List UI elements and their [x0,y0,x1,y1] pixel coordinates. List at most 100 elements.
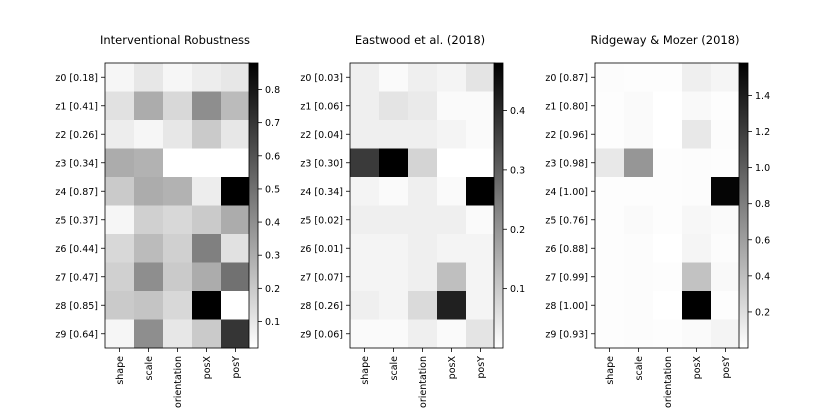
cell-z8-shape [350,291,380,320]
column-label: shape [360,356,371,385]
column-labels: shape scale orientation posX posY [360,348,487,408]
cell-z5-shape [105,205,135,235]
cell-z9-scale [134,319,164,349]
cell-z5-posX [192,205,222,235]
column-label: shape [115,356,126,385]
cell-z7-shape [350,262,380,292]
panel-ridgeway-mozer: Ridgeway & Mozer (2018) z0 [0.87] z1 [0.8… [545,33,770,408]
cell-z3-posX [682,148,712,178]
colorbar-tick-label: 0.6 [755,235,770,246]
cell-z1-shape [350,91,380,121]
row-label: z1 [0.06] [300,101,343,112]
cell-z6-shape [105,234,135,263]
row-label: z8 [0.26] [300,301,343,312]
cell-z1-posY [711,91,741,121]
cell-z9-orientation [408,319,438,349]
row-label: z5 [0.02] [300,215,343,226]
cell-z6-posY [221,234,251,263]
cell-z9-orientation [653,319,683,349]
cell-z1-scale [379,91,409,121]
row-label: z3 [0.98] [545,158,588,169]
row-labels: z0 [0.18] z1 [0.41] z2 [0.26] z3 [0.34] z4 [… [55,73,105,340]
cell-z0-shape [105,63,135,92]
cell-z2-posY [711,120,741,149]
cell-z7-posX [437,262,467,292]
cell-z8-posX [437,291,467,320]
cell-z5-posX [437,205,467,235]
colorbar-tick-label: 0.2 [265,284,280,295]
cell-z4-posY [221,177,251,206]
cell-z1-posX [192,91,222,121]
cell-z6-posX [192,234,222,263]
row-label: z7 [0.07] [300,272,343,283]
cell-z2-orientation [163,120,193,149]
panel-title: Eastwood et al. (2018) [355,33,485,47]
cell-z5-posY [466,205,496,235]
cell-z2-posY [221,120,251,149]
row-label: z0 [0.03] [300,73,343,84]
cell-z6-posY [466,234,496,263]
row-label: z2 [0.26] [55,130,98,141]
row-labels: z0 [0.87] z1 [0.80] z2 [0.96] z3 [0.98] z4 [… [545,73,595,340]
cell-z9-posX [192,319,222,349]
row-label: z8 [1.00] [545,301,588,312]
cell-z9-scale [624,319,654,349]
cell-z5-scale [379,205,409,235]
cell-z9-posX [437,319,467,349]
cell-z3-posY [466,148,496,178]
cell-z4-posX [192,177,222,206]
cell-z4-posY [466,177,496,206]
cell-z8-posX [682,291,712,320]
colorbar: 0.1 0.2 0.3 0.4 0.5 0.6 0.7 0.8 [248,62,280,349]
cell-z5-orientation [653,205,683,235]
row-label: z5 [0.37] [55,215,98,226]
cell-z5-scale [624,205,654,235]
cell-z9-scale [379,319,409,349]
cell-z1-posX [682,91,712,121]
colorbar-tick-label: 0.4 [265,218,280,229]
cell-z8-scale [379,291,409,320]
cell-z2-shape [350,120,380,149]
cell-z2-posX [682,120,712,149]
heatmap-cells [350,63,496,349]
cell-z6-scale [624,234,654,263]
colorbar-tick-label: 1.0 [755,163,770,174]
cell-z6-posX [437,234,467,263]
row-label: z3 [0.30] [300,158,343,169]
column-label: orientation [663,356,674,408]
cell-z2-posX [437,120,467,149]
cell-z6-shape [350,234,380,263]
cell-z5-posY [711,205,741,235]
colorbar-tick-label: 0.2 [510,225,525,236]
cell-z7-orientation [408,262,438,292]
cell-z0-scale [379,63,409,92]
cell-z9-shape [350,319,380,349]
cell-z6-posY [711,234,741,263]
colorbar-tick-label: 0.5 [265,184,280,195]
column-labels: shape scale orientation posX posY [115,348,242,408]
colorbar-tick-label: 1.2 [755,127,770,138]
cell-z0-posY [466,63,496,92]
cell-z9-orientation [163,319,193,349]
colorbar-tick-label: 0.8 [265,85,280,96]
cell-z1-orientation [163,91,193,121]
panel-title: Ridgeway & Mozer (2018) [590,33,739,47]
cell-z2-scale [379,120,409,149]
cell-z3-scale [624,148,654,178]
cell-z4-shape [595,177,625,206]
colorbar-tick-label: 0.1 [510,284,525,295]
cell-z5-posY [221,205,251,235]
cell-z8-shape [595,291,625,320]
cell-z2-shape [105,120,135,149]
cell-z4-posX [682,177,712,206]
colorbar-gradient [248,62,259,349]
colorbar-tick-label: 0.2 [755,307,770,318]
cell-z2-scale [624,120,654,149]
cell-z1-scale [134,91,164,121]
cell-z4-orientation [408,177,438,206]
cell-z0-scale [134,63,164,92]
row-label: z0 [0.87] [545,73,588,84]
colorbar-tick-label: 0.4 [510,106,525,117]
cell-z5-scale [134,205,164,235]
row-label: z7 [0.47] [55,272,98,283]
